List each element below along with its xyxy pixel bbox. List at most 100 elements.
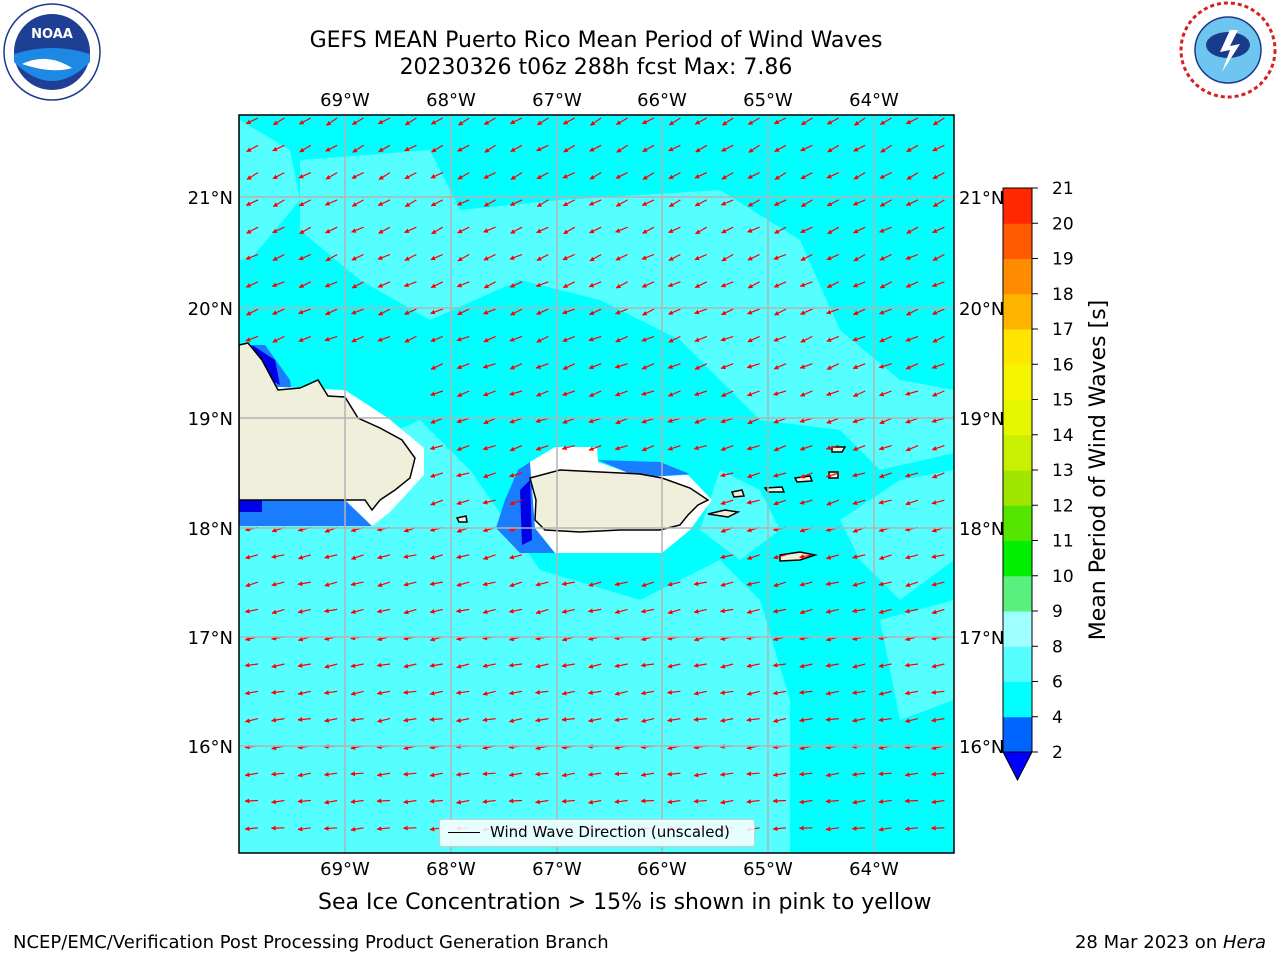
wave-direction-arrow [878,445,892,451]
svg-text:18°N: 18°N [188,519,233,540]
wave-direction-arrow [403,554,417,559]
wave-direction-arrow [800,308,813,315]
wave-direction-arrow [350,799,364,804]
wave-direction-arrow [457,308,470,316]
wave-direction-arrow [508,798,523,804]
colorbar-under-extension [1002,751,1033,782]
colorbar-bin [1003,470,1032,506]
wave-direction-arrow [431,226,444,235]
wave-direction-arrow [588,335,602,342]
wave-direction-arrow [456,445,470,451]
wave-direction-arrow [694,253,708,261]
wave-direction-arrow [667,689,681,695]
wave-direction-arrow [271,717,285,723]
wave-direction-arrow [772,554,787,560]
wave-direction-arrow [931,663,945,669]
wave-direction-arrow [325,172,338,180]
wave-direction-arrow [246,144,259,153]
wave-direction-arrow [826,199,840,207]
wave-direction-arrow [640,718,655,723]
wave-direction-arrow [878,608,892,614]
wave-direction-arrow [825,663,839,668]
wave-direction-arrow [614,690,628,696]
wave-direction-arrow [720,581,734,587]
wave-direction-arrow [587,799,602,805]
wave-direction-arrow [535,417,549,423]
wave-direction-arrow [667,281,681,288]
wave-direction-arrow [667,417,681,423]
wave-direction-arrow [800,117,813,126]
wave-direction-arrow [906,226,919,234]
sombrero [831,446,847,453]
wave-direction-arrow [851,608,866,614]
wave-direction-arrow [351,117,364,126]
wave-direction-arrow [483,417,496,425]
wave-direction-arrow [615,335,628,343]
wave-direction-arrow [430,363,444,370]
wave-direction-arrow [429,472,443,478]
wave-direction-arrow [483,199,496,207]
wave-direction-arrow [484,144,496,153]
colorbar-tick-label: 21 [1052,179,1074,199]
wave-direction-arrow [720,390,734,397]
wave-direction-arrow [693,581,707,586]
wave-direction-arrow [271,799,285,805]
wave-direction-arrow [694,417,708,424]
wave-direction-arrow [244,718,259,723]
colorbar-tick-label: 10 [1052,567,1074,587]
wave-direction-arrow [826,417,840,424]
wave-direction-arrow [403,717,417,723]
wave-direction-arrow [351,172,364,179]
wave-direction-arrow [272,335,285,343]
wave-direction-arrow [562,335,576,342]
wave-direction-arrow [614,581,628,587]
wave-direction-arrow [404,144,417,152]
wave-direction-arrow [404,172,417,180]
wave-direction-arrow [270,771,285,777]
wave-direction-arrow [456,472,470,478]
wave-direction-arrow [589,144,602,152]
wave-direction-arrow [693,663,707,668]
wave-direction-arrow [904,826,919,832]
wave-direction-arrow [299,144,312,153]
wave-direction-arrow [376,554,391,560]
wave-direction-arrow [721,226,734,234]
wave-direction-arrow [640,798,655,804]
svg-text:20°N: 20°N [188,299,233,320]
wave-direction-arrow [244,608,259,614]
wave-direction-arrow [272,144,285,152]
wave-direction-arrow [721,144,734,152]
wave-direction-arrow [904,798,919,804]
wave-direction-arrow [668,335,681,343]
wave-direction-arrow [351,253,364,261]
wave-direction-arrow [325,226,338,234]
wave-direction-arrow [773,499,787,506]
wave-direction-arrow [905,199,919,206]
wave-direction-arrow [614,799,628,804]
svg-text:17°N: 17°N [959,628,1004,649]
wave-direction-arrow [562,117,576,125]
svg-text:64°W: 64°W [849,90,899,111]
wave-direction-arrow [851,717,866,723]
wave-direction-arrow [773,390,787,396]
svg-text:20°N: 20°N [959,299,1004,320]
wave-direction-arrow [826,308,839,315]
wave-direction-arrow [854,117,866,126]
wave-direction-arrow [536,253,549,261]
wave-direction-arrow [457,226,470,234]
wave-direction-arrow [746,608,760,614]
wave-direction-arrow [693,690,707,696]
wave-direction-arrow [324,281,338,288]
wave-direction-arrow [851,825,866,831]
wave-direction-arrow [773,581,787,588]
wave-direction-arrow [615,226,628,233]
wave-direction-arrow [483,172,496,179]
wave-direction-arrow [720,554,734,560]
wave-direction-arrow [932,117,945,126]
wave-direction-arrow [298,172,312,179]
wave-direction-arrow [773,335,787,342]
wave-direction-arrow [563,226,576,235]
wave-direction-arrow [297,826,311,832]
wave-direction-arrow [853,144,866,152]
wave-direction-arrow [350,608,364,614]
